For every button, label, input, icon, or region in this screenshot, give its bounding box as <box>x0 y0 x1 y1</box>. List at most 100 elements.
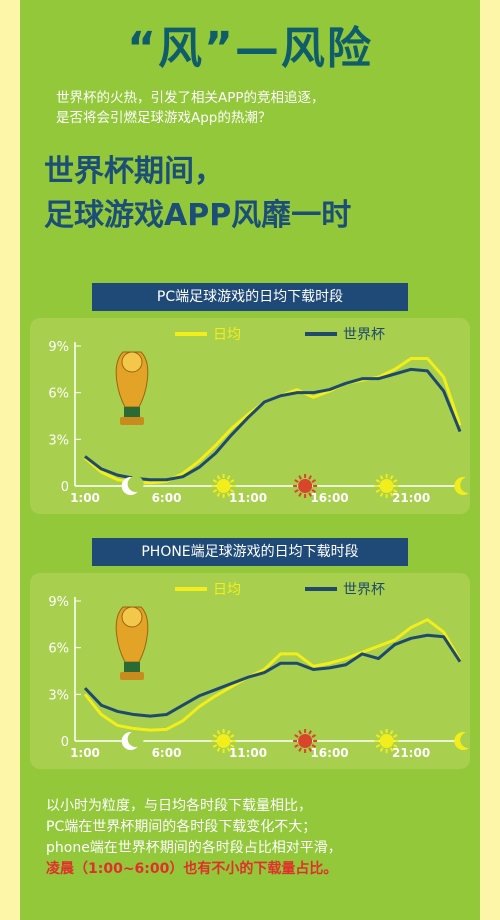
headline-line-1: 世界杯期间， <box>44 154 224 189</box>
phone-sun-icon-ray <box>212 734 218 738</box>
pc-sun-icon-2-ray <box>379 492 384 497</box>
phone-trophy-icon-globe <box>121 606 143 628</box>
phone-moon-icon-shadow <box>127 731 144 747</box>
phone-download-chart: 0 3% 6% 9% 1:00 6:00 11:00 16:00 21:00 日均 世界杯 <box>48 582 470 760</box>
pc-y-tick-label: 9% <box>48 340 69 355</box>
phone-sun-icon-2-ray <box>393 744 398 748</box>
phone-sun-icon-2-ray <box>375 734 381 738</box>
pc-x-tick-label: 11:00 <box>229 491 267 505</box>
phone-x-tick-label: 11:00 <box>229 746 267 760</box>
conclusion-text: 以小时为粒度，与日均各时段下载量相比， PC端在世界杯期间的各时段下载变化不大；… <box>46 796 466 880</box>
pc-download-chart: 0 3% 6% 9% 1:00 6:00 11:00 16:00 21:00 日均 世界杯 <box>48 327 470 505</box>
pc-red-sun-icon-ray <box>298 492 302 497</box>
pc-series-line <box>84 367 462 482</box>
conclusion-line-2: PC端在世界杯期间的各时段下载变化不大； <box>46 819 317 835</box>
conclusion-line-3: phone端在世界杯期间的各时段占比相对平滑， <box>46 840 342 856</box>
phone-sun-icon-ray <box>216 730 221 735</box>
phone-sun-icon-disc <box>216 734 231 748</box>
phone-red-sun-icon-ray <box>294 744 299 748</box>
pc-trophy-icon-band <box>124 407 140 417</box>
phone-sun-icon-ray <box>226 730 231 735</box>
phone-sun-icon-2-disc <box>379 734 394 748</box>
phone-red-sun-icon-ray <box>311 744 317 748</box>
pc-red-sun-icon-ray <box>298 475 302 480</box>
pc-legend-label: 世界杯 <box>343 327 385 343</box>
phone-y-tick-label: 6% <box>48 642 69 657</box>
pc-red-sun-icon <box>293 474 318 498</box>
headline: 世界杯期间， 足球游戏APP风靡一时 <box>44 150 464 238</box>
pc-sun-icon-2 <box>374 474 399 498</box>
phone-sun-icon-ray <box>216 747 221 752</box>
phone-red-sun-icon-disc <box>298 734 313 748</box>
phone-sun-icon-2-ray <box>379 730 384 735</box>
phone-red-sun-icon-ray <box>308 747 312 752</box>
pc-sun-icon-2-ray <box>393 489 398 493</box>
phone-crescent-moon-icon <box>454 732 470 750</box>
phone-red-sun-icon <box>293 729 318 753</box>
pc-red-sun-icon-ray <box>311 489 317 493</box>
phone-y-tick-label: 3% <box>48 688 69 703</box>
phone-sun-icon-2-ray <box>389 747 394 752</box>
pc-sun-icon-2-disc <box>379 479 394 493</box>
pc-red-sun-icon-ray <box>308 492 312 497</box>
intro-text: 世界杯的火热，引发了相关APP的竞相追逐， 是否将会引燃足球游戏App的热潮？ <box>56 88 456 128</box>
phone-moon-icon <box>121 731 144 750</box>
pc-red-sun-icon-ray <box>311 479 317 483</box>
pc-crescent-moon-icon <box>454 477 470 495</box>
pc-red-sun-icon-ray <box>308 475 312 480</box>
pc-sun-icon-ray <box>212 479 218 483</box>
phone-sun-icon-ray <box>212 744 218 748</box>
pc-sun-icon-2-ray <box>389 492 394 497</box>
phone-legend-label: 日均 <box>213 582 241 598</box>
infographic-panel: “风”—风险 世界杯的火热，引发了相关APP的竞相追逐， 是否将会引燃足球游戏A… <box>20 0 480 920</box>
pc-moon-icon <box>121 476 144 495</box>
pc-x-tick-label: 16:00 <box>310 491 348 505</box>
phone-sun-icon-2-ray <box>379 747 384 752</box>
pc-sun-icon <box>211 474 236 498</box>
pc-moon-icon-shadow <box>127 476 144 492</box>
phone-y-tick-label: 0 <box>61 735 69 750</box>
pc-chart-card: 0 3% 6% 9% 1:00 6:00 11:00 16:00 21:00 日均 世界杯 <box>30 318 470 514</box>
phone-x-tick-label: 1:00 <box>70 746 100 760</box>
phone-x-tick-label: 16:00 <box>310 746 348 760</box>
pc-y-tick-label: 6% <box>48 387 69 402</box>
phone-red-sun-icon-ray <box>294 734 299 738</box>
phone-sun-icon-ray <box>230 734 235 738</box>
pc-y-tick-label: 0 <box>61 480 69 495</box>
pc-sun-icon-2-ray <box>389 475 394 480</box>
pc-sun-icon-ray <box>212 489 218 493</box>
phone-trophy-icon-band <box>124 662 140 672</box>
conclusion-line-4: 凌晨（1:00~6:00）也有不小的下载量占比。 <box>46 861 338 877</box>
phone-sun-icon-2-ray <box>393 734 398 738</box>
pc-x-tick-label: 6:00 <box>152 491 182 505</box>
pc-x-tick-label: 1:00 <box>70 491 100 505</box>
pc-sun-icon-ray <box>226 492 231 497</box>
phone-series-line <box>83 633 462 718</box>
phone-red-sun-icon-ray <box>298 747 302 752</box>
pc-crescent-moon-icon-shadow <box>460 477 470 493</box>
phone-red-sun-icon-ray <box>308 730 312 735</box>
pc-red-sun-icon-ray <box>294 479 299 483</box>
pc-sun-icon-2-ray <box>379 475 384 480</box>
phone-sun-icon <box>211 729 236 753</box>
phone-x-tick-label: 21:00 <box>392 746 430 760</box>
pc-legend-label: 日均 <box>213 327 241 343</box>
phone-trophy-icon-base <box>120 672 144 680</box>
pc-trophy-icon-globe <box>121 351 143 373</box>
pc-trophy-icon <box>115 351 149 425</box>
pc-sun-icon-ray <box>216 475 221 480</box>
phone-y-tick-label: 9% <box>48 595 69 610</box>
intro-line-2: 是否将会引燃足球游戏App的热潮？ <box>56 110 272 126</box>
pc-red-sun-icon-disc <box>298 479 313 493</box>
phone-legend-label: 世界杯 <box>343 582 385 598</box>
pc-sun-icon-2-ray <box>375 479 381 483</box>
phone-sun-icon-ray <box>226 747 231 752</box>
phone-sun-icon-2 <box>374 729 399 753</box>
pc-sun-icon-ray <box>226 475 231 480</box>
pc-sun-icon-ray <box>230 479 235 483</box>
pc-sun-icon-2-ray <box>393 479 398 483</box>
phone-x-tick-label: 6:00 <box>152 746 182 760</box>
pc-sun-icon-ray <box>216 492 221 497</box>
pc-trophy-icon-base <box>120 417 144 425</box>
